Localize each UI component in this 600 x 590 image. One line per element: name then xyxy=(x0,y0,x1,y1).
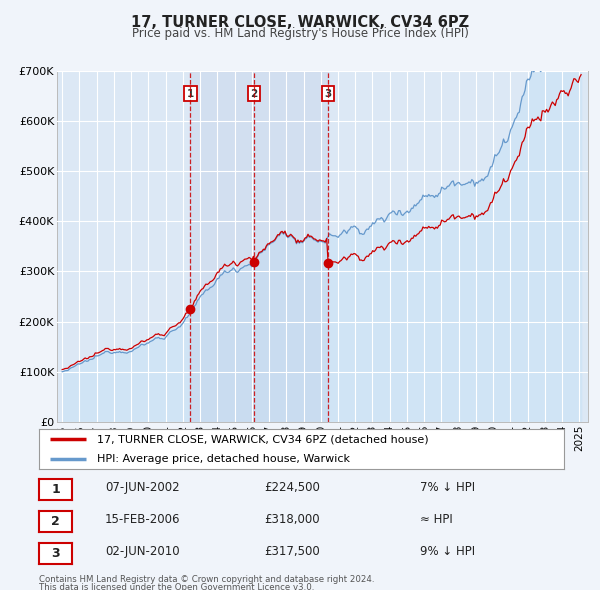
Text: 1: 1 xyxy=(187,88,194,99)
Text: 3: 3 xyxy=(325,88,332,99)
Bar xyxy=(190,71,328,422)
Text: Contains HM Land Registry data © Crown copyright and database right 2024.: Contains HM Land Registry data © Crown c… xyxy=(39,575,374,584)
Text: Price paid vs. HM Land Registry's House Price Index (HPI): Price paid vs. HM Land Registry's House … xyxy=(131,27,469,40)
Text: ≈ HPI: ≈ HPI xyxy=(420,513,453,526)
Text: 07-JUN-2002: 07-JUN-2002 xyxy=(105,481,179,494)
Text: £224,500: £224,500 xyxy=(264,481,320,494)
Text: 15-FEB-2006: 15-FEB-2006 xyxy=(105,513,181,526)
Text: 17, TURNER CLOSE, WARWICK, CV34 6PZ: 17, TURNER CLOSE, WARWICK, CV34 6PZ xyxy=(131,15,469,30)
Text: 17, TURNER CLOSE, WARWICK, CV34 6PZ (detached house): 17, TURNER CLOSE, WARWICK, CV34 6PZ (det… xyxy=(97,434,428,444)
Text: This data is licensed under the Open Government Licence v3.0.: This data is licensed under the Open Gov… xyxy=(39,583,314,590)
Text: HPI: Average price, detached house, Warwick: HPI: Average price, detached house, Warw… xyxy=(97,454,350,464)
Text: 2: 2 xyxy=(250,88,257,99)
Text: 02-JUN-2010: 02-JUN-2010 xyxy=(105,545,179,558)
Text: 9% ↓ HPI: 9% ↓ HPI xyxy=(420,545,475,558)
Text: 1: 1 xyxy=(51,483,60,496)
Text: 2: 2 xyxy=(51,515,60,528)
Text: £318,000: £318,000 xyxy=(264,513,320,526)
Text: 3: 3 xyxy=(51,547,60,560)
Text: 7% ↓ HPI: 7% ↓ HPI xyxy=(420,481,475,494)
Text: £317,500: £317,500 xyxy=(264,545,320,558)
